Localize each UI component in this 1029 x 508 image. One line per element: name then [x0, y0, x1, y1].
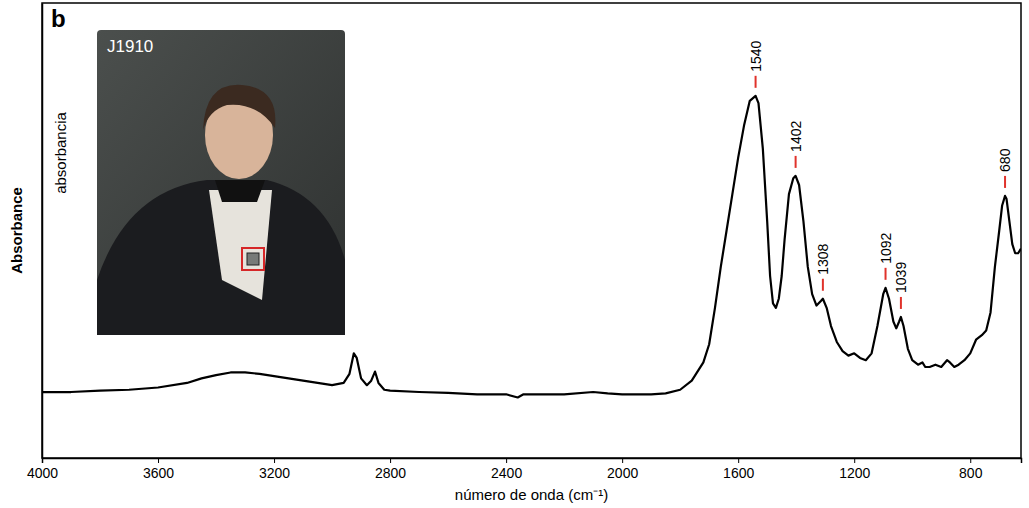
x-axis: 4000 3600 3200 2800 2400 2000 1600 1200 800 [27, 458, 1022, 481]
peak-marker [1004, 176, 1006, 188]
x-tick: 3600 [143, 458, 174, 481]
peak-marker [755, 76, 757, 88]
x-axis-title: número de onda (cm⁻¹) [455, 486, 608, 503]
x-tick-label: 2800 [375, 465, 406, 481]
x-tick-mark [506, 458, 507, 463]
x-tick: 800 [959, 458, 983, 481]
x-tick-label: 1600 [723, 465, 754, 481]
x-tick-label: 3200 [259, 465, 290, 481]
inset-background [97, 30, 345, 335]
x-tick: 4000 [27, 458, 58, 481]
annotations: 1540 1402 1308 10921039 680 [748, 40, 1013, 308]
x-tick-mark [854, 458, 855, 463]
x-tick: 1600 [723, 458, 754, 481]
inset-coat [97, 180, 345, 335]
y-axis [42, 4, 43, 459]
inset-hair [203, 85, 275, 130]
x-tick-label: 2400 [491, 465, 522, 481]
y-axis-line [42, 4, 44, 459]
x-tick-mark [738, 458, 739, 463]
peak-label: 1039 [893, 262, 909, 293]
x-tick-mark [970, 458, 971, 463]
y-axis-title-secondary: absorbancia [52, 111, 69, 193]
peak-label: 1402 [788, 121, 804, 152]
chart: J1910 4000 3600 3200 2800 2400 2000 1600 1200 800… [0, 0, 1029, 508]
peak-label: 1308 [815, 243, 831, 274]
peak-marker [900, 297, 902, 309]
x-tick-mark [42, 458, 43, 463]
x-tick-mark [158, 458, 159, 463]
x-tick-mark [390, 458, 391, 463]
x-tick: 2000 [607, 458, 638, 481]
x-tick-label: 4000 [27, 465, 58, 481]
inset-shirt [209, 190, 272, 300]
x-tick-mark [622, 458, 623, 463]
inset-image [97, 30, 345, 335]
x-tick-mark [274, 458, 275, 463]
plot-area [42, 96, 1021, 398]
x-tick: 2800 [375, 458, 406, 481]
inset-cravat [215, 180, 265, 202]
peak-marker [822, 279, 824, 291]
spectrum-line [42, 96, 1021, 398]
x-axis-line [43, 459, 1022, 464]
inset-sample [247, 253, 259, 265]
x-tick: 3200 [259, 458, 290, 481]
peak-marker [795, 156, 797, 168]
x-tick-label: 1200 [839, 465, 870, 481]
x-tick-label: 2000 [607, 465, 638, 481]
y-axis-title: Absorbance [8, 187, 25, 274]
peak-marker [885, 268, 887, 280]
plot-frame [42, 3, 1021, 458]
inset-label: J1910 [107, 37, 153, 56]
panel-letter: b [51, 5, 66, 32]
x-tick-label: 3600 [143, 465, 174, 481]
peak-label: 1540 [748, 40, 764, 71]
x-tick: 1200 [839, 458, 870, 481]
x-tick-label: 800 [959, 465, 983, 481]
peak-label: 680 [997, 148, 1013, 172]
x-tick: 2400 [491, 458, 522, 481]
peak-label: 1092 [878, 232, 894, 263]
inset-sample-box [242, 248, 264, 270]
